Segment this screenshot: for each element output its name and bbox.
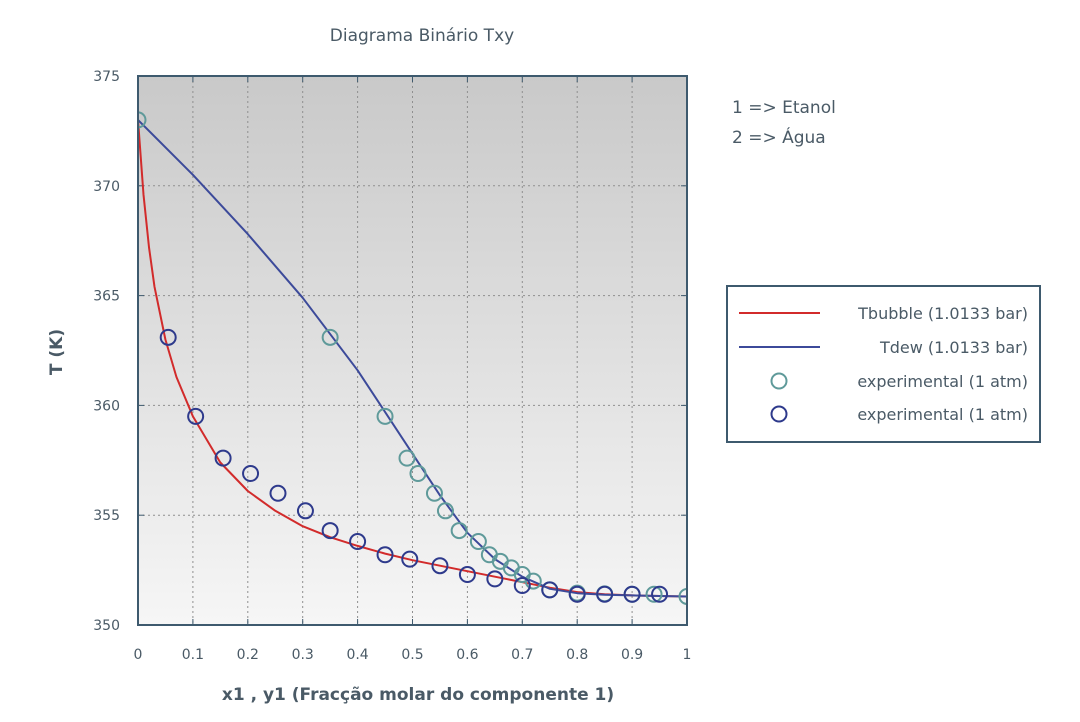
x-tick-label: 0.4 [346, 647, 368, 663]
exp-liquid-point [541, 581, 559, 599]
legend-label-bubble: Tbubble (1.0133 bar) [857, 304, 1028, 323]
y-tick-label: 370 [93, 179, 120, 195]
exp-liquid-point [296, 502, 314, 520]
dew-line [138, 119, 687, 598]
exp-vapor-point [524, 572, 542, 590]
x-tick-label: 1 [683, 647, 692, 663]
exp-liquid-point [242, 464, 260, 482]
bubble-line [138, 119, 687, 598]
exp-vapor-point [450, 522, 468, 540]
legend-marker-exp-liquid [770, 405, 788, 423]
exp-liquid-point [187, 407, 205, 425]
exp-liquid-point [458, 565, 476, 583]
exp-liquid-point [349, 533, 367, 551]
exp-liquid-point [376, 546, 394, 564]
exp-liquid-point [159, 328, 177, 346]
y-tick-label: 365 [93, 289, 120, 305]
exp-vapor-point [678, 587, 687, 605]
y-tick-label: 360 [93, 398, 120, 414]
legend-label-exp-liquid: experimental (1 atm) [857, 405, 1028, 424]
exp-liquid-point [214, 449, 232, 467]
y-tick-label: 350 [93, 618, 120, 634]
x-axis-label: x1 , y1 (Fracção molar do componente 1) [222, 685, 614, 705]
exp-liquid-point [401, 550, 419, 568]
annotation-etanol: 1 => Etanol [732, 98, 836, 118]
legend-label-exp-vapor: experimental (1 atm) [857, 372, 1028, 391]
legend-marker-exp-vapor [770, 372, 788, 390]
exp-vapor-point [425, 484, 443, 502]
x-tick-label: 0.9 [621, 647, 643, 663]
exp-liquid-point [486, 570, 504, 588]
x-tick-label: 0.5 [401, 647, 423, 663]
x-tick-label: 0.1 [182, 647, 204, 663]
chart-title: Diagrama Binário Txy [330, 26, 514, 46]
x-tick-label: 0.2 [237, 647, 259, 663]
exp-vapor-point [645, 585, 663, 603]
exp-vapor-point [138, 111, 147, 129]
exp-vapor-point [376, 407, 394, 425]
y-axis-label: T (K) [47, 329, 67, 375]
exp-liquid-point [321, 522, 339, 540]
x-tick-label: 0.6 [456, 647, 478, 663]
exp-vapor-point [436, 502, 454, 520]
series-layer [138, 111, 687, 605]
tick-labels: 0 0.1 0.2 0.3 0.4 0.5 0.6 0.7 0.8 0.9 1 350 355 360 36… [93, 69, 691, 663]
x-tick-label: 0 [134, 647, 143, 663]
exp-liquid-point [513, 576, 531, 594]
exp-vapor-point [398, 449, 416, 467]
y-tick-label: 355 [93, 508, 120, 524]
exp-liquid-point [651, 585, 669, 603]
exp-liquid-point [568, 585, 586, 603]
legend: Tbubble (1.0133 bar) Tdew (1.0133 bar) e… [726, 285, 1041, 443]
x-tick-label: 0.3 [292, 647, 314, 663]
exp-liquid-point [596, 585, 614, 603]
x-tick-label: 0.8 [566, 647, 588, 663]
plot-frame [137, 75, 688, 626]
x-tick-label: 0.7 [511, 647, 533, 663]
legend-label-dew: Tdew (1.0133 bar) [879, 338, 1028, 357]
exp-liquid-point [431, 557, 449, 575]
y-tick-label: 375 [93, 69, 120, 85]
exp-vapor-point [469, 533, 487, 551]
exp-liquid-point [269, 484, 287, 502]
exp-liquid-point [623, 585, 641, 603]
annotation-agua: 2 => Água [732, 126, 826, 148]
exp-vapor-point [409, 464, 427, 482]
exp-vapor-point [321, 328, 339, 346]
